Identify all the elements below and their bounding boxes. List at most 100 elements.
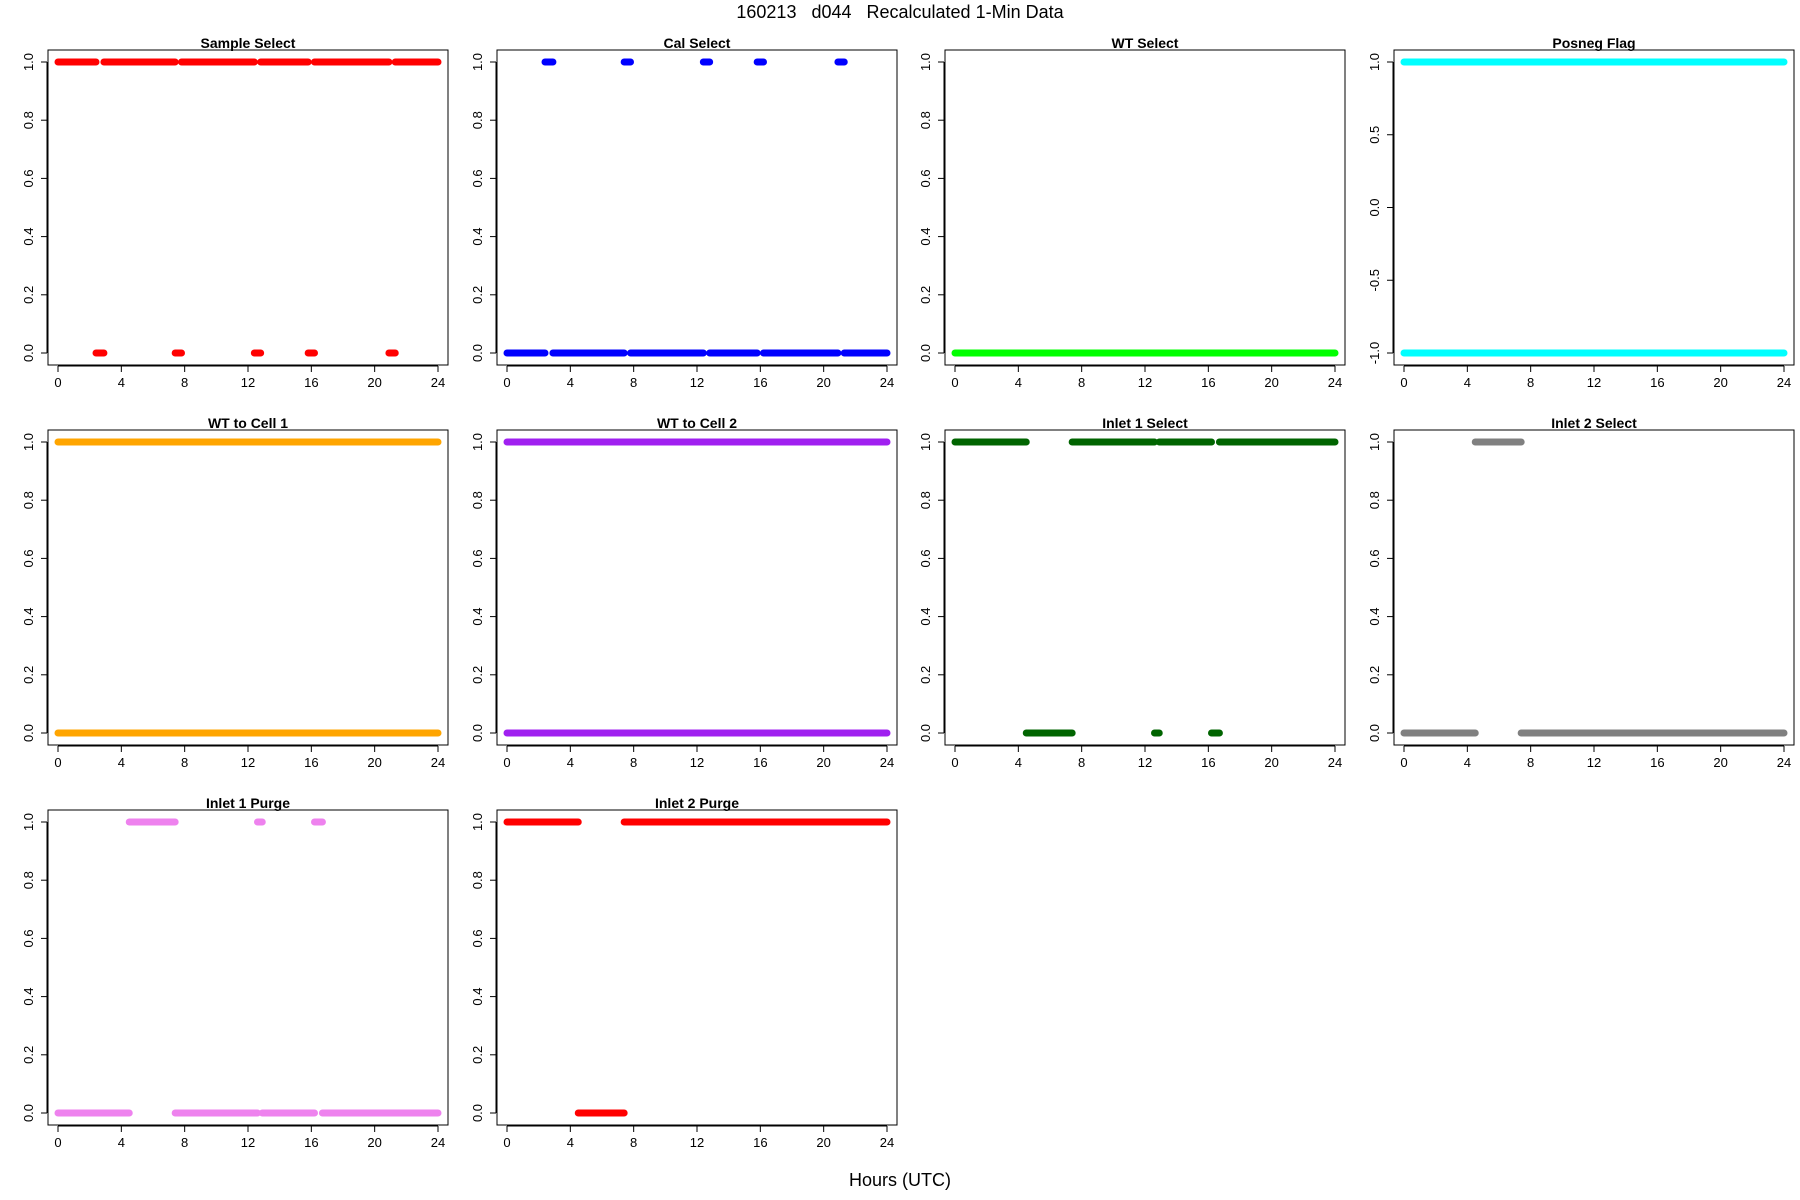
x-tick-label: 20 (1264, 375, 1278, 390)
y-tick-label: 0.4 (21, 228, 36, 246)
x-tick-label: 12 (1138, 755, 1152, 770)
panel-title: Inlet 2 Purge (655, 795, 739, 811)
x-tick-label: 24 (880, 1135, 894, 1150)
y-tick-label: -0.5 (1367, 269, 1382, 291)
x-tick-label: 24 (431, 375, 445, 390)
y-tick-label: 0.8 (21, 111, 36, 129)
y-tick-label: 0.2 (21, 666, 36, 684)
y-tick-label: 0.0 (21, 724, 36, 742)
y-tick-label: 0.6 (1367, 549, 1382, 567)
x-tick-label: 24 (1777, 375, 1791, 390)
x-tick-label: 8 (1527, 755, 1534, 770)
x-tick-label: 8 (181, 755, 188, 770)
x-tick-label: 8 (630, 375, 637, 390)
y-tick-label: 1.0 (470, 433, 485, 451)
y-tick-label: 0.8 (21, 491, 36, 509)
y-tick-label: 0.0 (470, 1104, 485, 1122)
y-tick-label: 0.0 (918, 344, 933, 362)
y-tick-label: 0.6 (21, 549, 36, 567)
x-tick-label: 20 (816, 755, 830, 770)
x-tick-label: 16 (753, 375, 767, 390)
plot-frame (496, 809, 898, 1126)
x-tick-label: 4 (1464, 375, 1471, 390)
y-tick-label: 0.2 (470, 666, 485, 684)
x-tick-label: 4 (567, 375, 574, 390)
panel-title: Inlet 1 Purge (206, 795, 290, 811)
panel-title: Posneg Flag (1552, 35, 1635, 51)
plot-frame (944, 429, 1346, 746)
x-tick-label: 12 (241, 1135, 255, 1150)
x-tick-label: 24 (431, 1135, 445, 1150)
y-tick-label: 1.0 (470, 813, 485, 831)
x-axis-caption: Hours (UTC) (849, 1170, 951, 1190)
y-tick-label: 0.8 (918, 111, 933, 129)
panel-inlet-1-select: Inlet 1 Select 0 4 8 12 16 20 24 0.0 0.2 0.4 0.6 0.8… (918, 415, 1346, 770)
y-tick-label: 1.0 (918, 53, 933, 71)
y-tick-label: 0.6 (470, 549, 485, 567)
x-tick-label: 4 (118, 375, 125, 390)
x-tick-label: 12 (1138, 375, 1152, 390)
y-tick-label: 0.4 (470, 228, 485, 246)
y-tick-label: 0.6 (21, 169, 36, 187)
y-tick-label: 1.0 (1367, 53, 1382, 71)
x-tick-label: 0 (503, 755, 510, 770)
x-tick-label: 0 (951, 375, 958, 390)
x-tick-label: 8 (1078, 755, 1085, 770)
panel-inlet-2-select: Inlet 2 Select 0 4 8 12 16 20 24 0.0 0.2 0.4 0.6 0.8… (1367, 415, 1795, 770)
x-tick-label: 4 (1015, 755, 1022, 770)
panel-title: Cal Select (664, 35, 731, 51)
x-tick-label: 0 (1400, 755, 1407, 770)
x-tick-label: 8 (1078, 375, 1085, 390)
y-tick-label: 0.4 (21, 608, 36, 626)
y-tick-label: 0.4 (918, 228, 933, 246)
y-tick-label: 0.2 (918, 286, 933, 304)
panel-title: WT Select (1112, 35, 1179, 51)
y-tick-label: 0.2 (918, 666, 933, 684)
y-tick-label: 0.4 (1367, 608, 1382, 626)
x-tick-label: 20 (367, 375, 381, 390)
x-tick-label: 0 (503, 375, 510, 390)
x-tick-label: 16 (1650, 755, 1664, 770)
plot-frame (47, 429, 449, 746)
y-tick-label: 0.2 (21, 286, 36, 304)
x-tick-label: 20 (1264, 755, 1278, 770)
y-tick-label: 0.2 (21, 1046, 36, 1064)
panel-cal-select: Cal Select 0 4 8 12 16 20 24 0.0 0.2 0.4 0.6 0.8 1.0 (470, 35, 898, 390)
y-tick-label: 0.4 (470, 608, 485, 626)
panel-title: WT to Cell 2 (657, 415, 737, 431)
x-tick-label: 20 (816, 1135, 830, 1150)
x-tick-label: 24 (1777, 755, 1791, 770)
x-tick-label: 16 (1650, 375, 1664, 390)
x-tick-label: 4 (567, 1135, 574, 1150)
y-tick-label: 0.2 (1367, 666, 1382, 684)
y-tick-label: 0.6 (21, 929, 36, 947)
x-tick-label: 12 (241, 755, 255, 770)
plot-frame (47, 809, 449, 1126)
x-tick-label: 4 (1464, 755, 1471, 770)
x-tick-label: 12 (1587, 375, 1601, 390)
y-tick-label: 0.4 (470, 988, 485, 1006)
y-tick-label: 1.0 (21, 433, 36, 451)
panel-sample-select: Sample Select 0 4 8 12 16 20 24 0.0 0.2 0.4 0.6 0.8 1… (21, 35, 449, 390)
panel-title: WT to Cell 1 (208, 415, 288, 431)
panel-inlet-2-purge: Inlet 2 Purge 0 4 8 12 16 20 24 0.0 0.2 0.4 0.6 0.8 1… (470, 795, 898, 1150)
y-tick-label: 0.4 (21, 988, 36, 1006)
plot-frame (496, 429, 898, 746)
plot-frame (944, 49, 1346, 366)
x-tick-label: 12 (241, 375, 255, 390)
y-tick-label: 1.0 (918, 433, 933, 451)
x-tick-label: 12 (1587, 755, 1601, 770)
y-tick-label: 1.0 (470, 53, 485, 71)
x-tick-label: 8 (181, 1135, 188, 1150)
x-tick-label: 12 (690, 375, 704, 390)
x-tick-label: 4 (1015, 375, 1022, 390)
y-tick-label: 0.8 (1367, 491, 1382, 509)
y-tick-label: 0.8 (918, 491, 933, 509)
y-tick-label: -1.0 (1367, 342, 1382, 364)
x-tick-label: 0 (54, 1135, 61, 1150)
y-tick-label: 0.8 (470, 111, 485, 129)
y-tick-label: 0.0 (21, 1104, 36, 1122)
y-tick-label: 0.6 (470, 169, 485, 187)
x-tick-label: 12 (690, 755, 704, 770)
